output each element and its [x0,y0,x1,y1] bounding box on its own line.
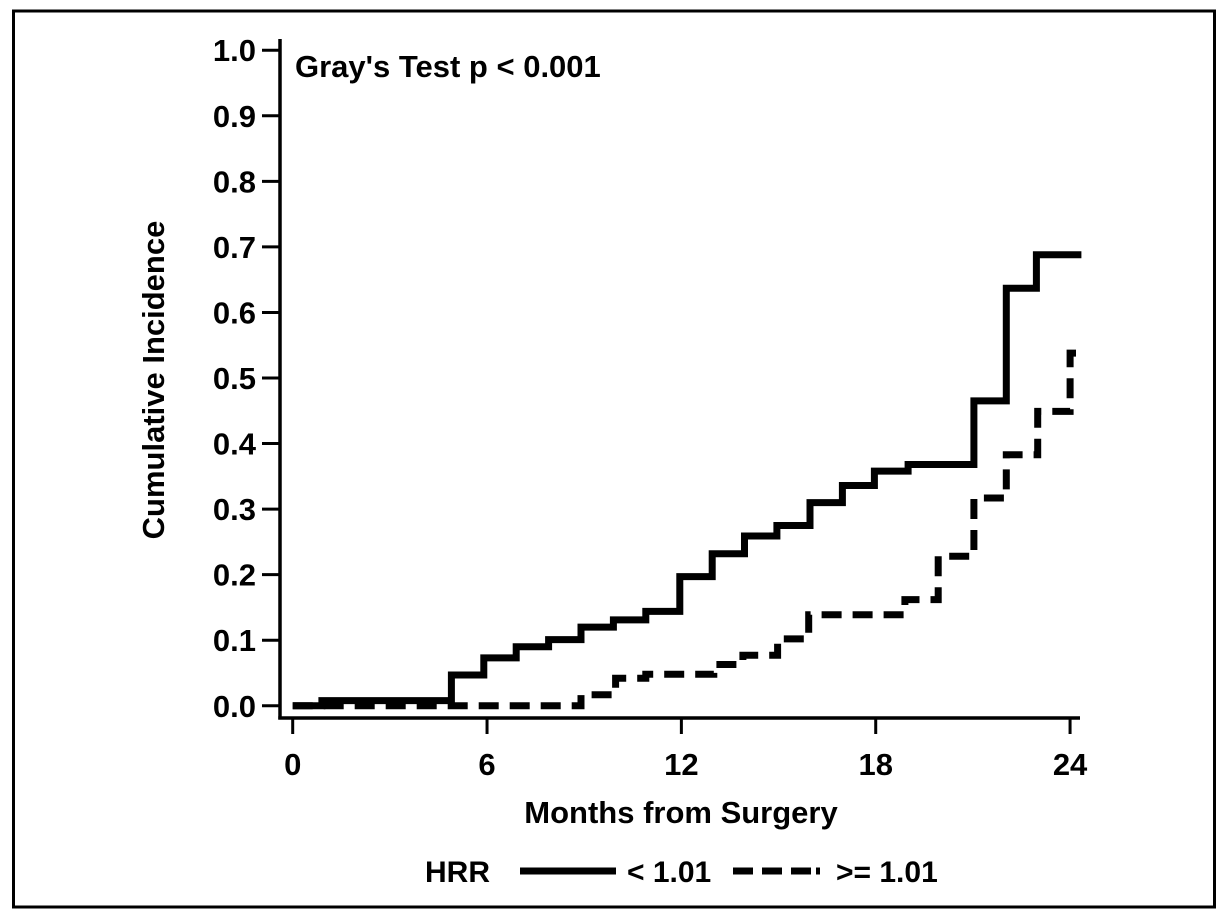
series-line-hrr-ge-1.01 [292,349,1080,710]
y-tick-label: 0.0 [213,689,256,724]
plot-series [292,251,1082,710]
y-axis: 0.0 0.1 0.2 0.3 0.4 0.5 0.6 0.7 0.8 0.9 1.0 Cumula… [136,33,282,724]
legend-entry-label-ge: >= 1.01 [836,856,938,889]
y-axis-title: Cumulative Incidence [136,221,171,540]
x-tick-label: 12 [664,747,698,782]
y-tick-label: 0.4 [213,427,257,462]
y-axis-ticks: 0.0 0.1 0.2 0.3 0.4 0.5 0.6 0.7 0.8 0.9 1.0 [213,33,282,724]
y-tick-label: 0.9 [213,99,256,134]
x-axis: 0 6 12 18 24 Months from Surgery [278,716,1088,830]
y-tick-label: 1.0 [213,33,256,68]
legend-entry-label-lt: < 1.01 [627,856,711,889]
y-tick-label: 0.3 [213,492,256,527]
x-axis-title: Months from Surgery [524,795,838,830]
y-tick-label: 0.7 [213,230,256,265]
y-tick-label: 0.2 [213,558,256,593]
gray-test-annotation: Gray's Test p < 0.001 [295,49,601,84]
x-tick-label: 18 [858,747,892,782]
x-tick-label: 24 [1053,747,1088,782]
series-line-hrr-lt-1.01 [292,251,1082,710]
y-tick-label: 0.1 [213,623,256,658]
figure-border-frame [12,9,1216,909]
y-tick-label: 0.6 [213,295,256,330]
x-axis-ticks: 0 6 12 18 24 [284,718,1088,782]
x-tick-label: 6 [478,747,495,782]
y-tick-label: 0.5 [213,361,256,396]
legend: HRR < 1.01 >= 1.01 [425,856,938,889]
x-tick-label: 0 [284,747,301,782]
y-tick-label: 0.8 [213,164,256,199]
legend-title: HRR [425,856,490,889]
